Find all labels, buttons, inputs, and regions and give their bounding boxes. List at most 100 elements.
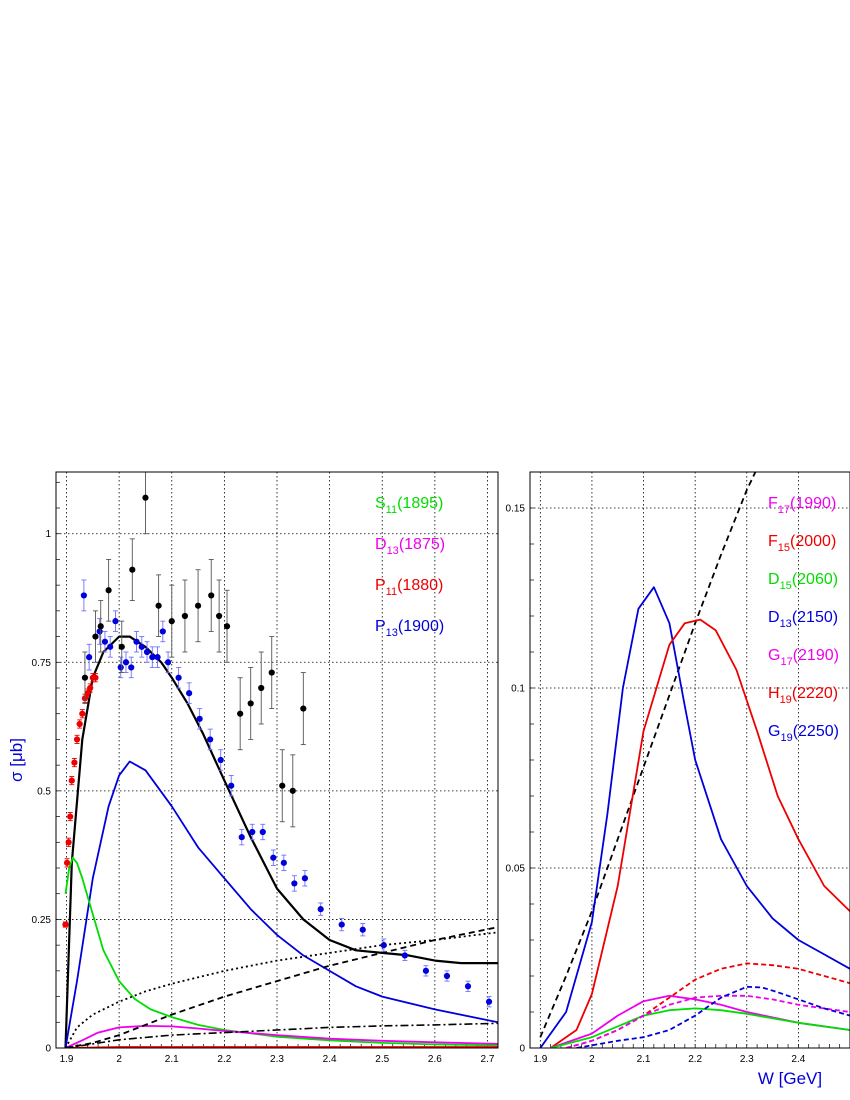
legend-label: S xyxy=(375,495,386,512)
x-tick-label: 2.7 xyxy=(481,1054,495,1065)
legend-mass: (1880) xyxy=(397,577,443,594)
data-point xyxy=(92,674,99,681)
legend-label: G xyxy=(768,723,780,740)
plot-frame xyxy=(55,471,499,1049)
data-point xyxy=(117,664,124,671)
data-point xyxy=(464,983,472,990)
legend-subscript: 17 xyxy=(780,656,792,668)
data-point xyxy=(159,628,166,635)
legend-mass: (2190) xyxy=(793,647,839,664)
x-tick-label: 2.3 xyxy=(740,1054,754,1065)
legend-subscript: 13 xyxy=(780,618,792,630)
legend-label: D xyxy=(768,609,780,626)
legend-mass: (2060) xyxy=(792,571,838,588)
data-point xyxy=(259,828,266,836)
legend-mass: (1990) xyxy=(790,495,836,512)
data-point xyxy=(112,618,119,625)
legend-mass: (1895) xyxy=(397,495,443,512)
curve-dashed xyxy=(65,926,498,1048)
y-tick-label: 0.1 xyxy=(511,684,525,695)
plot-frame xyxy=(529,471,850,1049)
x-tick-label: 2.2 xyxy=(217,1054,231,1065)
x-axis-label: W [GeV] xyxy=(758,1069,822,1088)
data-point xyxy=(86,654,93,661)
legend-entry: F17(1990) xyxy=(768,495,836,516)
data-point xyxy=(258,684,265,692)
curve-total xyxy=(64,635,498,1048)
data-point xyxy=(317,906,324,913)
curve-p11-1880- xyxy=(65,1046,498,1048)
legend-mass: (2220) xyxy=(792,685,838,702)
y-axis-label: σ [μb] xyxy=(7,738,26,782)
legend-entry: D13(2150) xyxy=(768,609,838,630)
data-point xyxy=(133,638,140,645)
legend-subscript: 13 xyxy=(387,545,399,557)
minor-ticks xyxy=(55,481,488,1049)
data-point xyxy=(67,813,74,820)
x-tick-label: 2.1 xyxy=(165,1054,179,1065)
x-tick-label: 2.4 xyxy=(791,1054,805,1065)
data-point xyxy=(79,710,86,717)
data-point xyxy=(68,777,75,784)
x-tick-label: 2.5 xyxy=(375,1054,389,1065)
data-point xyxy=(76,720,83,728)
data-point xyxy=(80,592,87,599)
data-point xyxy=(168,618,175,625)
data-point xyxy=(208,592,215,599)
curve-f17-1990- xyxy=(550,994,850,1048)
data-point xyxy=(249,828,256,836)
data-point xyxy=(338,921,345,928)
curve-black-dashed xyxy=(539,472,757,1038)
tick-labels: 1.9 2 2.1 2.2 2.3 2.4 0 0.05 0.1 0.15 xyxy=(506,504,806,1066)
data-points xyxy=(62,472,493,1008)
legend-mass: (1875) xyxy=(399,536,445,553)
curve-d15-2060- xyxy=(550,1007,850,1048)
curve-dotted xyxy=(64,931,498,1048)
data-point xyxy=(228,782,235,789)
legend-entry: G17(2190) xyxy=(768,647,839,668)
y-tick-label: 0.75 xyxy=(32,658,52,669)
series-blue-data xyxy=(80,579,493,1008)
legend-entry: H19(2220) xyxy=(768,685,838,706)
data-point xyxy=(380,942,387,949)
legend-label: D xyxy=(768,571,780,588)
data-point xyxy=(62,921,69,928)
data-point xyxy=(279,782,286,789)
data-point xyxy=(422,967,430,974)
data-point xyxy=(65,839,72,846)
legend-entry: F15(2000) xyxy=(768,533,836,554)
curve-d13-1875- xyxy=(65,1025,498,1048)
legend-subscript: 15 xyxy=(778,542,790,554)
data-point xyxy=(154,654,161,661)
curve-d13-2150- xyxy=(539,586,850,1048)
curve-g17-2190- xyxy=(565,994,850,1048)
data-point xyxy=(129,566,136,573)
curves xyxy=(539,472,850,1048)
legend-subscript: 13 xyxy=(386,627,398,639)
legend-label: P xyxy=(375,577,386,594)
data-point xyxy=(92,633,99,640)
legend-entry: P13(1900) xyxy=(375,618,444,639)
legend-mass: (2000) xyxy=(790,533,836,550)
y-tick-label: 0.15 xyxy=(506,504,526,515)
legend-label: F xyxy=(768,495,778,512)
data-point xyxy=(301,875,308,882)
data-point xyxy=(238,834,245,841)
curve-s11-1895- xyxy=(64,856,498,1047)
tick-labels: 1.9 2 2.1 2.2 2.3 2.4 2.5 2.6 2.7 0 0.25 0.5 0.75 1 xyxy=(32,529,495,1065)
x-tick-label: 1.9 xyxy=(533,1054,547,1065)
data-point xyxy=(186,690,193,697)
data-point xyxy=(289,787,296,794)
data-point xyxy=(118,643,125,650)
data-point xyxy=(87,684,94,692)
legend-label: P xyxy=(375,618,386,635)
data-point xyxy=(237,710,244,717)
data-point xyxy=(280,859,287,866)
legend-entry: G19(2250) xyxy=(768,723,839,744)
curve-g19-2250- xyxy=(576,985,850,1048)
legend-subscript: 19 xyxy=(780,732,792,744)
data-point xyxy=(128,664,135,671)
grid xyxy=(56,472,498,1048)
legend-subscript: 17 xyxy=(778,504,790,516)
data-point xyxy=(207,736,214,743)
